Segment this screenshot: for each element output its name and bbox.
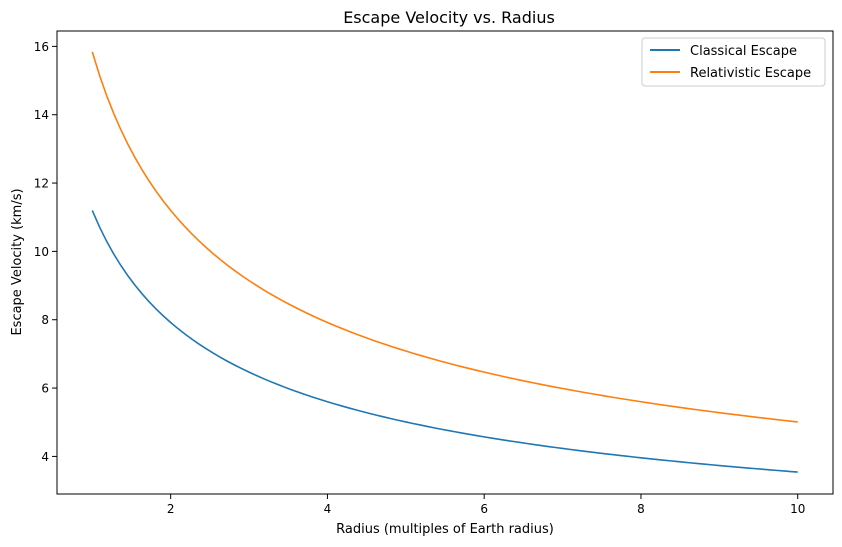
- ticks-layer: 2 4 6 8 10 4 6 8 10 12 14 16: [34, 40, 806, 516]
- x-tick-label: 2: [167, 502, 175, 516]
- plot-frame: [56, 30, 834, 495]
- y-tick-label: 4: [41, 450, 49, 464]
- x-tick-label: 8: [637, 502, 645, 516]
- y-tick-label: 6: [41, 382, 49, 396]
- x-tick-label: 6: [480, 502, 488, 516]
- series-relativistic-escape-line: [91, 51, 798, 423]
- y-tick-label: 10: [34, 245, 49, 259]
- chart-title: Escape Velocity vs. Radius: [343, 8, 555, 27]
- series-layer: [91, 51, 798, 473]
- series-classical-escape-line: [91, 210, 798, 473]
- legend-label-relativistic: Relativistic Escape: [690, 66, 811, 81]
- legend-label-classical: Classical Escape: [690, 44, 797, 59]
- x-axis-label: Radius (multiples of Earth radius): [336, 522, 554, 537]
- y-axis-label: Escape Velocity (km/s): [10, 188, 25, 335]
- plot-area: [57, 31, 833, 494]
- legend-box: [641, 37, 826, 87]
- y-tick-label: 14: [34, 108, 49, 122]
- legend: Classical Escape Relativistic Escape: [641, 37, 826, 87]
- x-tick-label: 4: [324, 502, 332, 516]
- y-tick-label: 16: [34, 40, 49, 54]
- y-tick-label: 8: [41, 313, 49, 327]
- y-tick-label: 12: [34, 177, 49, 191]
- x-tick-label: 10: [790, 502, 805, 516]
